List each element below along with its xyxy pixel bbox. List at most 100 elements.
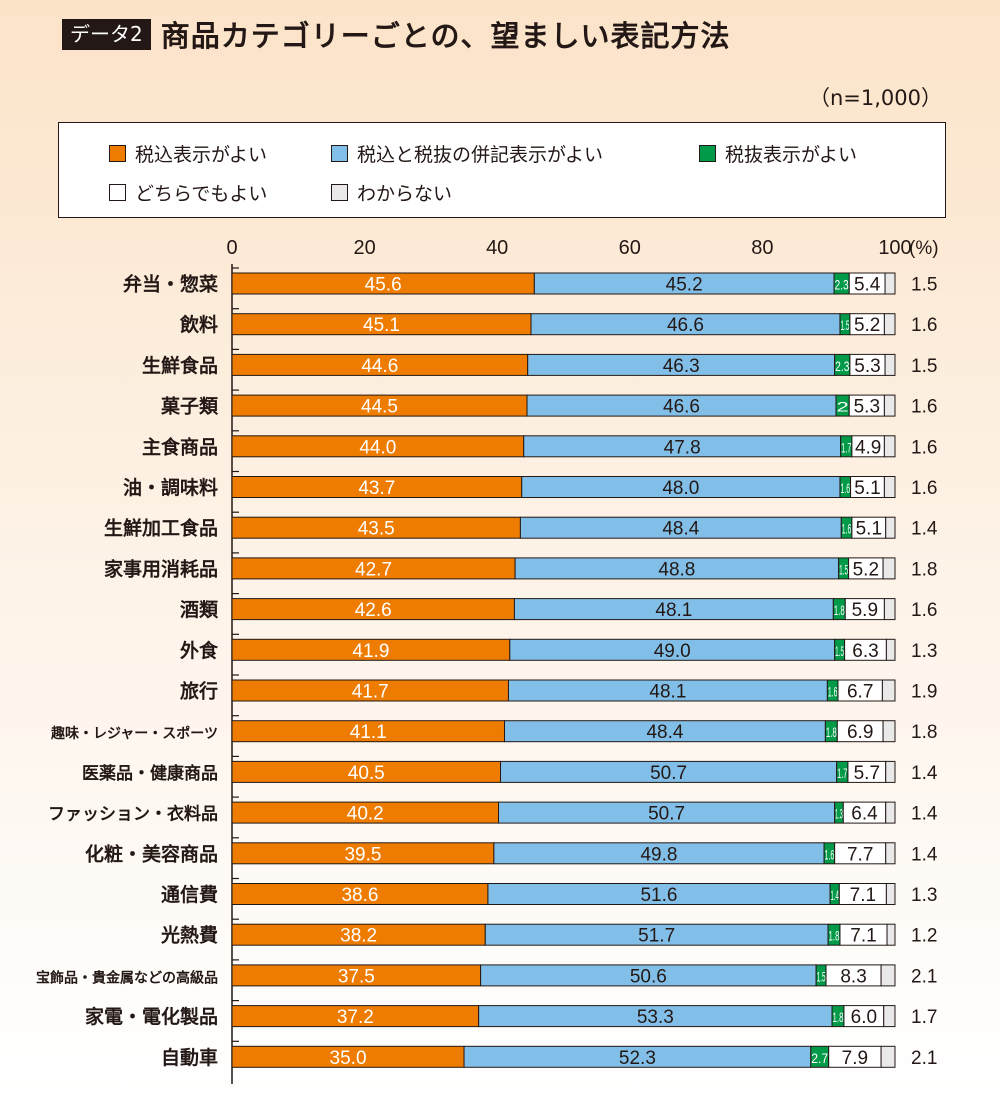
data-label-either: 5.1 [854,478,880,499]
category-label: 医薬品・健康商品 [82,763,218,784]
data-label-both: 50.7 [650,763,687,784]
data-label-unknown: 1.3 [911,641,937,662]
category-label: 光熱費 [160,924,218,947]
data-label-unknown: 1.3 [911,885,937,906]
category-label: 旅行 [180,680,218,703]
category-label: 宝飾品・貴金属などの高級品 [36,969,218,986]
data-label-tax-inclusive: 37.2 [337,1007,374,1028]
bar-unknown [884,353,896,376]
data-label-unknown: 1.6 [911,315,937,336]
data-label-tax-inclusive: 41.9 [352,641,389,662]
data-label-tax-inclusive: 42.7 [355,559,392,580]
x-unit-label: (%) [909,238,939,259]
data-label-tax-exclusive: 2.7 [811,1050,828,1066]
data-label-tax-exclusive: 1.8 [826,724,837,740]
data-label-unknown: 2.1 [911,966,937,987]
x-tick-label: 40 [486,237,508,259]
data-label-tax-exclusive: 2 [836,399,849,415]
data-label-unknown: 1.8 [911,722,937,743]
bar-unknown [886,923,896,946]
data-label-tax-inclusive: 40.5 [348,763,385,784]
legend-swatch-tax-inclusive [109,145,126,162]
category-label: 家電・電化製品 [85,1005,218,1028]
data-label-unknown: 1.7 [911,1007,937,1028]
bar-unknown [885,516,896,539]
data-label-unknown: 1.5 [911,275,937,296]
legend-swatch-both [331,145,348,162]
legend-item-both: 税込と税抜の併記表示がよい [331,140,603,167]
data-label-either: 6.4 [851,804,878,825]
data-label-both: 46.6 [667,315,704,336]
data-label-tax-inclusive: 43.5 [358,519,395,540]
data-label-both: 46.3 [663,356,700,377]
data-label-tax-exclusive: 1.5 [835,643,844,659]
bar-unknown [885,638,896,661]
data-label-tax-inclusive: 45.1 [363,315,400,336]
data-label-unknown: 1.6 [911,478,937,499]
category-label: 趣味・レジャー・スポーツ [50,725,218,742]
data-label-both: 48.1 [655,600,692,621]
data-label-tax-exclusive: 1.6 [840,480,850,496]
bar-unknown [883,476,896,498]
data-label-either: 7.1 [850,885,876,906]
category-label: 酒類 [180,599,219,621]
data-label-tax-inclusive: 35.0 [330,1048,367,1069]
data-label-tax-inclusive: 41.7 [352,682,389,703]
data-label-both: 49.0 [654,641,691,662]
data-label-tax-inclusive: 44.5 [361,397,398,418]
data-label-tax-inclusive: 38.6 [341,885,378,906]
data-label-both: 50.6 [630,966,667,987]
category-label: 主食商品 [142,435,218,458]
data-label-either: 5.7 [854,763,880,784]
bar-unknown [881,679,896,702]
data-label-unknown: 1.9 [911,682,937,703]
legend-item-unknown: わからない [331,179,452,206]
data-label-both: 46.6 [663,397,700,418]
legend-label-both: 税込と税抜の併記表示がよい [357,144,604,166]
data-label-tax-exclusive: 2.3 [835,358,849,374]
data-label-both: 45.2 [666,275,703,296]
data-label-unknown: 1.2 [911,926,937,947]
data-label-tax-exclusive: 1.6 [828,684,838,700]
legend-item-either: どちらでもよい [109,179,267,206]
bar-unknown [883,435,896,458]
legend-label-tax-inclusive: 税込表示がよい [135,144,268,166]
legend-swatch-unknown [331,184,348,201]
legend-item-tax-inclusive: 税込表示がよい [109,140,267,167]
data-label-both: 50.7 [648,804,685,825]
bar-unknown [880,964,896,987]
data-label-both: 47.8 [664,437,701,458]
legend-label-tax-exclusive: 税抜表示がよい [725,144,858,166]
category-label: ファッション・衣料品 [48,804,218,825]
legend-label-unknown: わからない [357,183,453,205]
data-label-tax-exclusive: 2.3 [835,277,849,293]
bar-unknown [885,801,896,824]
data-label-both: 53.3 [637,1007,674,1028]
sample-size-note: （n=1,000） [808,86,942,110]
data-label-both: 49.8 [640,844,677,865]
data-label-tax-inclusive: 40.2 [347,804,384,825]
data-label-tax-inclusive: 45.6 [365,275,402,296]
data-badge: データ2 [62,18,151,50]
data-label-tax-exclusive: 1.6 [825,846,835,862]
data-label-unknown: 1.4 [911,519,938,540]
data-label-unknown: 1.5 [911,356,937,377]
bar-unknown [883,1005,896,1028]
data-label-tax-exclusive: 1.5 [840,317,849,333]
data-label-unknown: 1.8 [911,559,937,580]
data-label-unknown: 2.1 [911,1048,937,1069]
category-label: 自動車 [161,1046,218,1069]
category-label: 菓子類 [160,395,219,418]
data-label-either: 5.4 [854,275,881,296]
data-label-both: 48.4 [646,722,683,743]
data-label-tax-exclusive: 1.4 [831,887,839,903]
data-label-tax-inclusive: 37.5 [338,966,375,987]
x-tick-label: 20 [353,237,375,259]
data-label-either: 7.7 [847,844,873,865]
data-label-tax-inclusive: 44.6 [361,356,398,377]
legend-label-either: どちらでもよい [135,183,268,205]
bar-unknown [883,313,896,336]
category-label: 飲料 [179,313,218,336]
data-label-either: 5.2 [854,315,880,336]
